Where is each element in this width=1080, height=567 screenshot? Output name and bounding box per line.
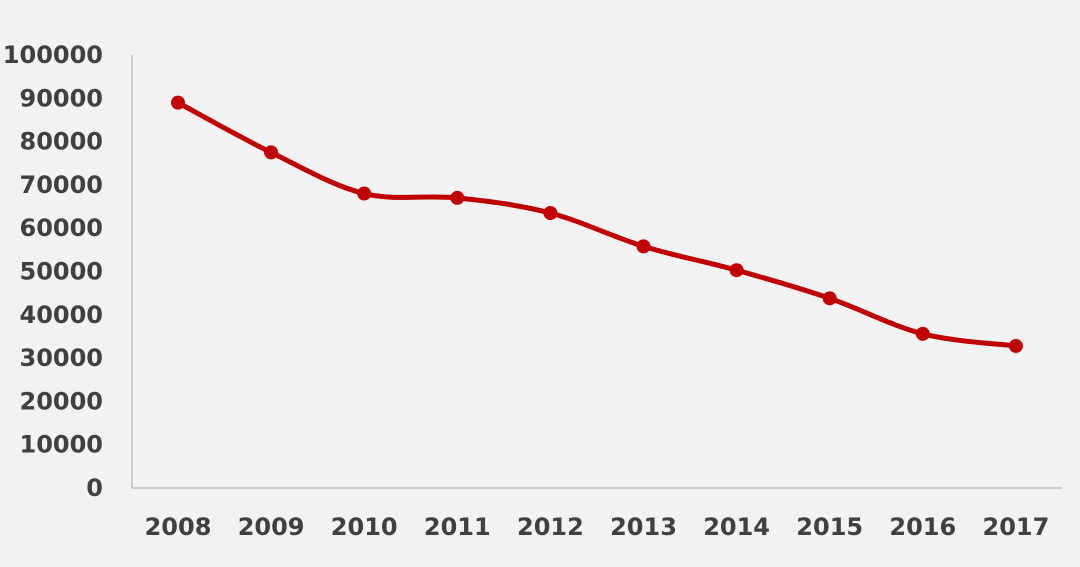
y-tick-labels: 0 10000 20000 30000 40000 50000 60000 70000 8000… [3,41,103,502]
data-point-2012 [543,206,558,221]
series-line [175,100,1019,349]
x-tick-label: 2008 [145,513,212,541]
y-tick-label: 10000 [20,431,104,459]
y-tick-label: 100000 [3,41,103,69]
y-tick-label: 70000 [20,171,104,199]
x-tick-label: 2017 [983,513,1050,541]
data-point-2017 [1008,338,1023,353]
y-tick-label: 80000 [20,128,104,156]
y-tick-label: 30000 [20,344,104,372]
y-tick-label: 90000 [20,84,104,112]
x-tick-label: 2016 [889,513,956,541]
data-point-2009 [264,145,279,160]
series-layer [171,95,1023,353]
y-tick-label: 20000 [20,387,104,415]
axes [131,55,1062,489]
data-point-2014 [729,263,744,278]
data-point-2011 [450,190,465,205]
x-tick-label: 2012 [517,513,584,541]
data-point-2015 [822,291,837,306]
x-tick-label: 2011 [424,513,491,541]
x-tick-label: 2013 [610,513,677,541]
y-tick-label: 50000 [20,258,104,286]
data-point-2008 [171,95,185,110]
x-tick-label: 2009 [238,513,305,541]
x-tick-label: 2010 [331,513,398,541]
y-tick-label: 40000 [20,301,104,329]
y-tick-label: 0 [86,474,103,502]
data-point-2013 [636,239,651,254]
data-point-2010 [357,186,372,201]
y-tick-label: 60000 [20,214,104,242]
x-tick-label: 2015 [796,513,863,541]
x-tick-label: 2014 [703,513,770,541]
data-point-2016 [915,326,930,341]
x-tick-labels: 2008 2009 2010 2011 2012 2013 2014 2015 2016 2017 [145,513,1050,541]
